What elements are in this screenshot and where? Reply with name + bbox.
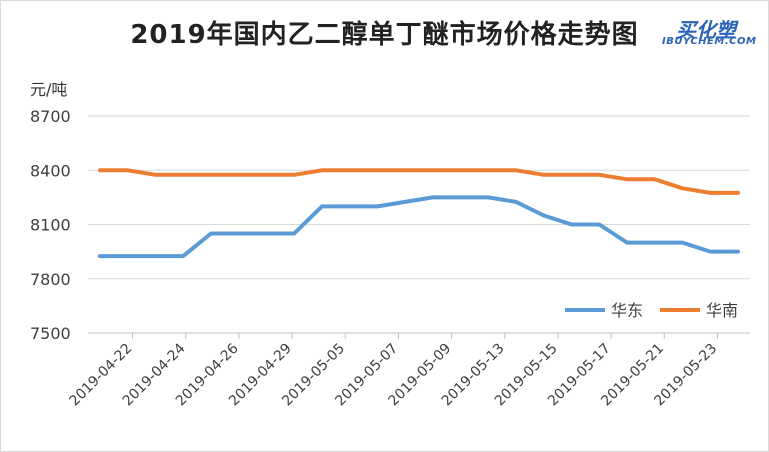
y-axis-unit: 元/吨: [30, 80, 68, 99]
y-tick-label: 7800: [30, 270, 71, 289]
y-tick-label: 7500: [30, 324, 71, 343]
series-line-south: [98, 168, 740, 195]
chart-title: 2019年国内乙二醇单丁醚市场价格走势图: [130, 20, 639, 50]
brand-logo: 买化塑 IBUYCHEM.COM: [660, 14, 760, 50]
logo-sub-text: IBUYCHEM.COM: [662, 36, 757, 47]
y-tick-label: 8400: [30, 161, 71, 180]
legend-label-south: 华南: [706, 301, 738, 320]
y-tick-label: 8100: [30, 216, 71, 235]
series-line-east: [98, 195, 740, 259]
y-tick-label: 8700: [30, 107, 71, 126]
legend-label-east: 华东: [611, 301, 643, 320]
logo-main-text: 买化塑: [676, 18, 736, 42]
